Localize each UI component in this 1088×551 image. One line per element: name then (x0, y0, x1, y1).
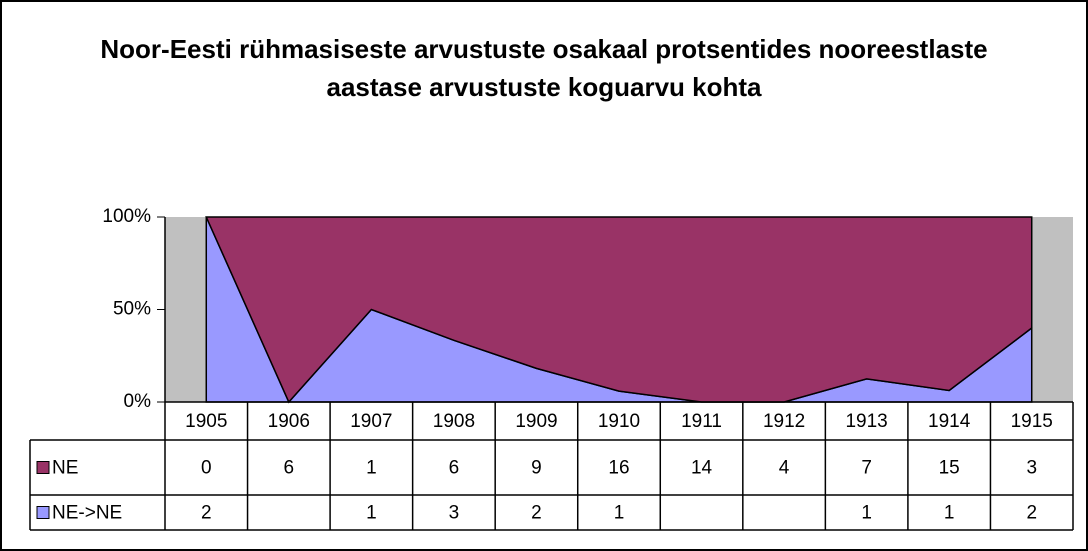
table-value: 1 (366, 458, 377, 479)
x-tick-label: 1907 (350, 411, 392, 432)
table-value: 14 (691, 458, 713, 479)
x-tick-label: 1910 (598, 411, 640, 432)
x-tick-label: 1914 (928, 411, 971, 432)
chart-title: Noor-Eesti rühmasiseste arvustuste osaka… (100, 34, 988, 102)
table-value: 9 (531, 458, 542, 479)
table-value: 1 (366, 503, 377, 524)
table-value: 16 (608, 458, 629, 479)
legend-label: NE (52, 458, 78, 479)
table-value: 2 (1026, 503, 1037, 524)
x-tick-label: 1908 (433, 411, 475, 432)
y-tick-label: 50% (113, 299, 151, 320)
table-value: 7 (861, 458, 872, 479)
x-tick-label: 1915 (1011, 411, 1053, 432)
x-tick-label: 1911 (681, 411, 722, 432)
table-value: 4 (779, 458, 790, 479)
legend-key (36, 461, 50, 474)
x-tick-label: 1905 (185, 411, 227, 432)
legend-label: NE->NE (52, 503, 122, 524)
table-value: 1 (944, 503, 955, 524)
x-tick-label: 1909 (515, 411, 557, 432)
table-value: 1 (614, 503, 625, 524)
table-value: 2 (531, 503, 542, 524)
y-tick-label: 100% (102, 206, 151, 227)
legend-key (36, 506, 50, 519)
table-value: 6 (449, 458, 460, 479)
table-value: 15 (939, 458, 960, 479)
table-value: 1 (861, 503, 872, 524)
table-value: 3 (1026, 458, 1037, 479)
y-tick-label: 0% (124, 391, 152, 412)
x-tick-label: 1912 (763, 411, 805, 432)
x-tick-label: 1906 (268, 411, 310, 432)
table-value: 3 (449, 503, 460, 524)
table-value: 0 (201, 458, 212, 479)
x-tick-label: 1913 (845, 411, 887, 432)
table-value: 2 (201, 503, 212, 524)
area (205, 216, 1033, 404)
table-value: 6 (284, 458, 295, 479)
